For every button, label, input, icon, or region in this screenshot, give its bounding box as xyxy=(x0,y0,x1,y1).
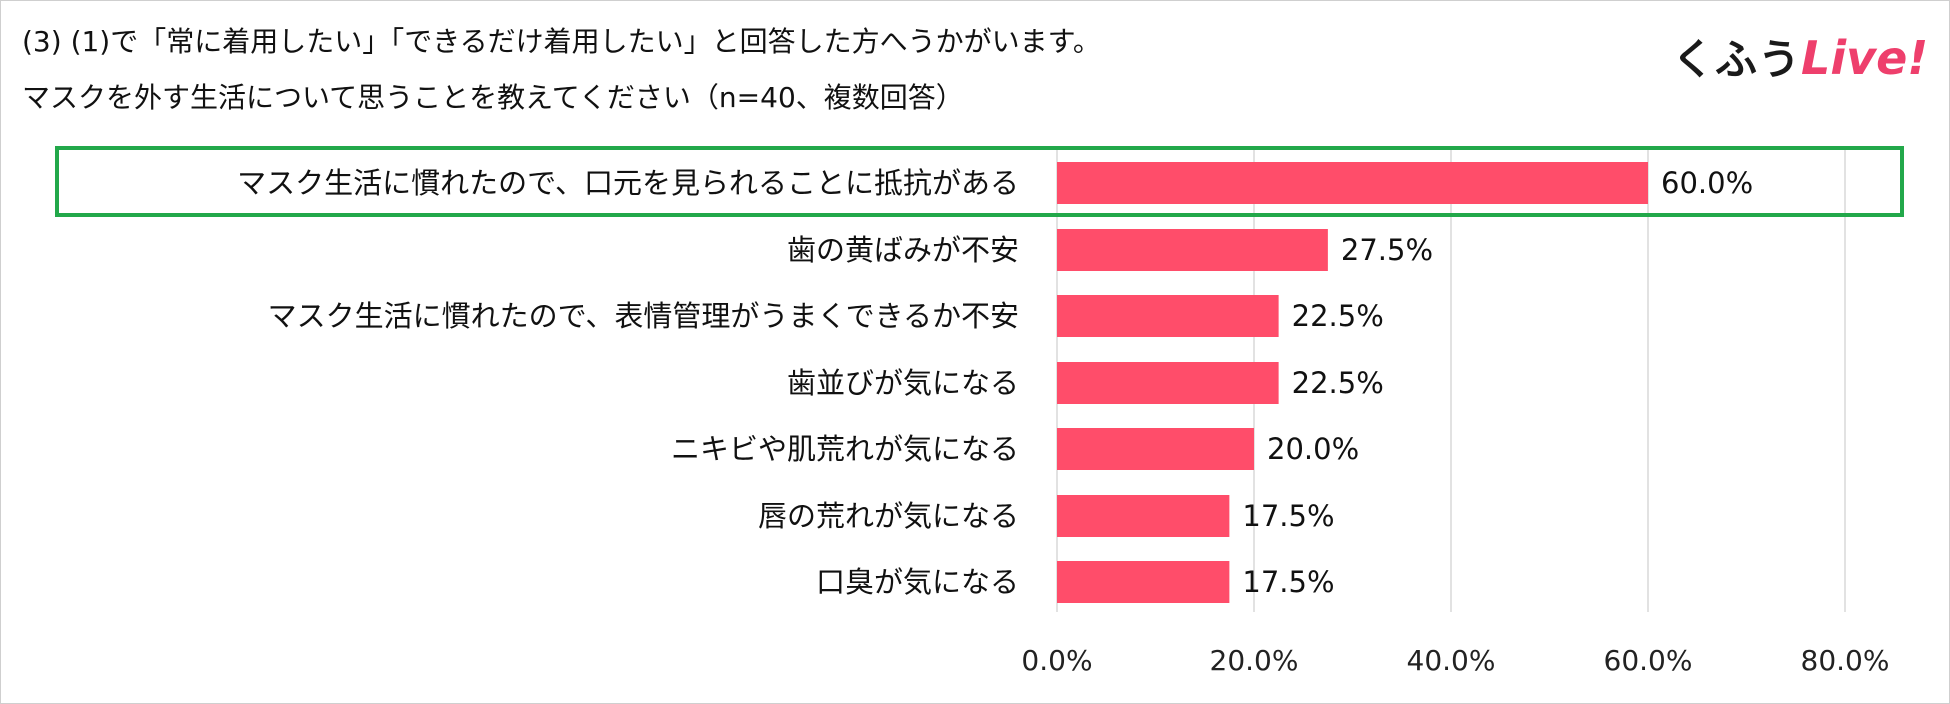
value-label: 60.0% xyxy=(1661,166,1753,200)
category-label: 歯並びが気になる xyxy=(787,366,1019,400)
x-tick-label: 0.0% xyxy=(1021,644,1092,677)
bar xyxy=(1057,362,1279,404)
chart-title-line-1: (3) (1)で「常に着用したい」「できるだけ着用したい」と回答した方へうかがい… xyxy=(22,25,1101,58)
value-label: 17.5% xyxy=(1242,499,1334,533)
x-tick-label: 20.0% xyxy=(1210,644,1299,677)
value-label: 27.5% xyxy=(1341,233,1433,267)
bar xyxy=(1057,295,1279,337)
kufu-live-logo: くふうLive! xyxy=(1672,26,1928,87)
category-label: 歯の黄ばみが不安 xyxy=(787,233,1019,267)
highlight-box xyxy=(55,146,1904,217)
chart-title-line-2: マスクを外す生活について思うことを教えてください（n=40、複数回答） xyxy=(22,81,964,114)
category-label: ニキビや肌荒れが気になる xyxy=(671,432,1019,466)
category-label: 唇の荒れが気になる xyxy=(758,499,1019,533)
x-tick-label: 40.0% xyxy=(1407,644,1496,677)
bar xyxy=(1057,229,1328,271)
category-label: マスク生活に慣れたので、口元を見られることに抵抗がある xyxy=(237,166,1019,200)
category-label: マスク生活に慣れたので、表情管理がうまくできるか不安 xyxy=(268,299,1019,333)
logo-live-text: Live! xyxy=(1801,31,1929,85)
x-tick-label: 80.0% xyxy=(1801,644,1890,677)
bar xyxy=(1057,162,1648,204)
value-label: 17.5% xyxy=(1242,565,1334,599)
x-tick-label: 60.0% xyxy=(1604,644,1693,677)
value-label: 22.5% xyxy=(1292,299,1384,333)
bar xyxy=(1057,428,1254,470)
bar xyxy=(1057,495,1230,537)
value-label: 22.5% xyxy=(1292,366,1384,400)
bar xyxy=(1057,561,1230,603)
value-label: 20.0% xyxy=(1267,432,1359,466)
category-label: 口臭が気になる xyxy=(816,565,1019,599)
logo-jp-text: くふう xyxy=(1672,35,1802,84)
